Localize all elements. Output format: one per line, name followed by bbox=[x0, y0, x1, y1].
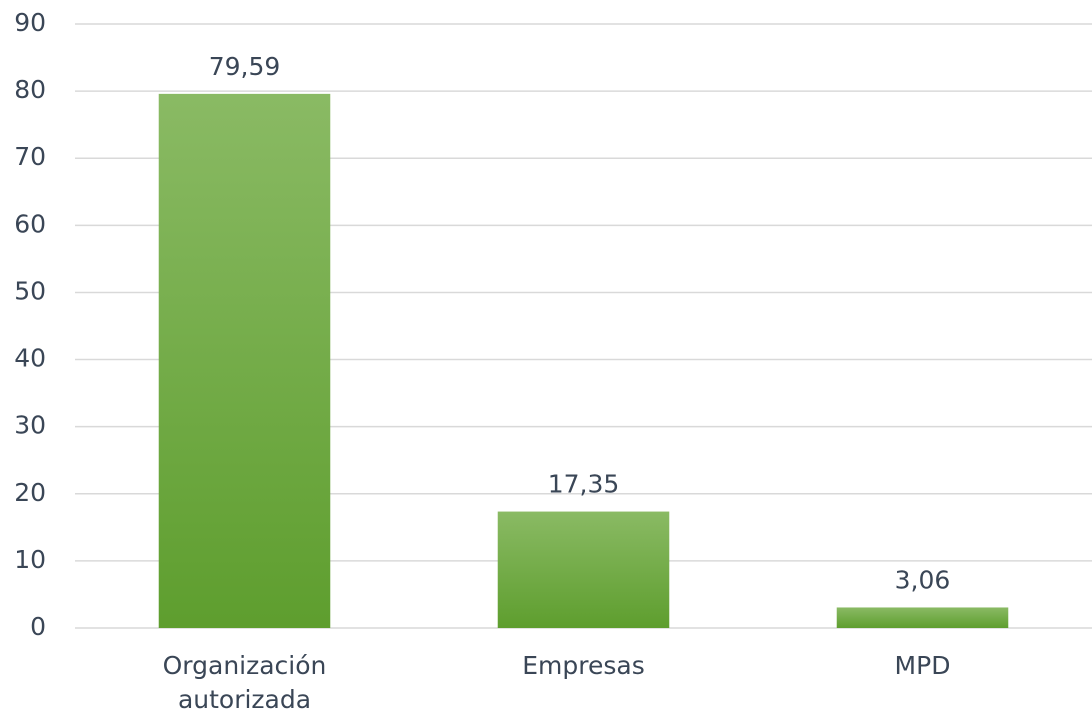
bar bbox=[158, 93, 331, 628]
y-tick-label: 20 bbox=[14, 478, 46, 507]
bar bbox=[497, 511, 670, 628]
y-tick-label: 80 bbox=[14, 75, 46, 104]
y-tick-label: 40 bbox=[14, 344, 46, 373]
y-tick-label: 10 bbox=[14, 545, 46, 574]
data-label: 79,59 bbox=[209, 52, 281, 81]
data-label: 3,06 bbox=[895, 565, 951, 594]
x-tick-label: Organización autorizada bbox=[162, 651, 327, 714]
data-label: 17,35 bbox=[548, 470, 620, 499]
x-tick-label: Empresas bbox=[522, 651, 645, 680]
y-tick-label: 90 bbox=[14, 8, 46, 37]
x-tick-label: MPD bbox=[894, 651, 951, 680]
y-tick-label: 60 bbox=[14, 209, 46, 238]
y-tick-label: 30 bbox=[14, 411, 46, 440]
y-tick-label: 50 bbox=[14, 276, 46, 305]
bar bbox=[836, 607, 1009, 628]
y-tick-label: 0 bbox=[30, 612, 46, 641]
y-tick-label: 70 bbox=[14, 142, 46, 171]
